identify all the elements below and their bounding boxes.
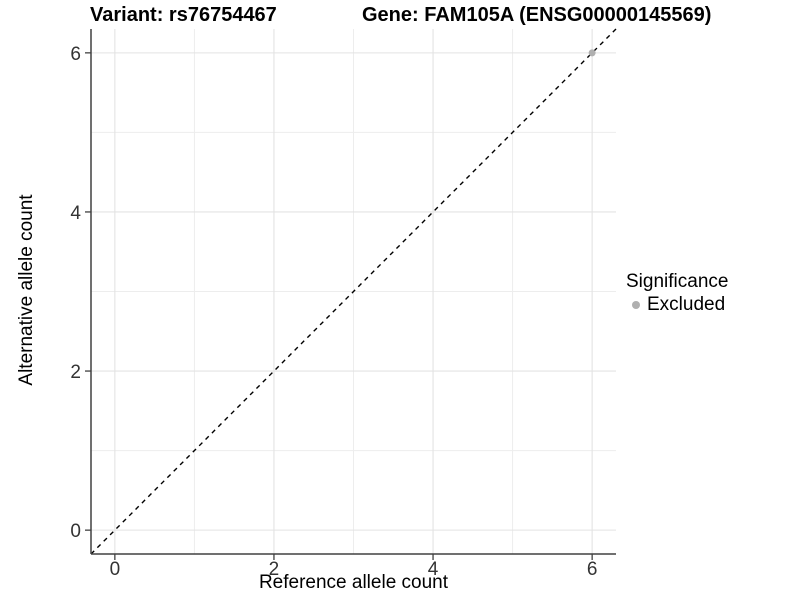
data-point-excluded <box>588 49 596 57</box>
y-tick-label: 6 <box>70 44 81 65</box>
legend-item-excluded: Excluded <box>626 293 728 315</box>
y-tick-label: 4 <box>70 203 81 224</box>
y-tick-label: 0 <box>70 521 81 542</box>
excluded-point-icon <box>632 300 640 309</box>
y-axis-label: Alternative allele count <box>16 194 37 386</box>
legend: Significance Excluded <box>626 271 729 315</box>
x-tick-label: 4 <box>428 559 439 580</box>
legend-title: Significance <box>626 271 729 292</box>
variant-title: Variant: rs76754467 <box>90 4 277 26</box>
x-tick-label: 0 <box>110 559 121 580</box>
x-axis-label: Reference allele count <box>258 572 449 593</box>
y-tick-label: 2 <box>70 362 81 383</box>
x-tick-label: 6 <box>587 559 598 580</box>
identity-reference-line <box>90 28 617 555</box>
x-tick-label: 2 <box>269 559 280 580</box>
legend-item-label: Excluded <box>647 293 726 315</box>
gene-title: Gene: FAM105A (ENSG00000145569) <box>362 4 712 26</box>
